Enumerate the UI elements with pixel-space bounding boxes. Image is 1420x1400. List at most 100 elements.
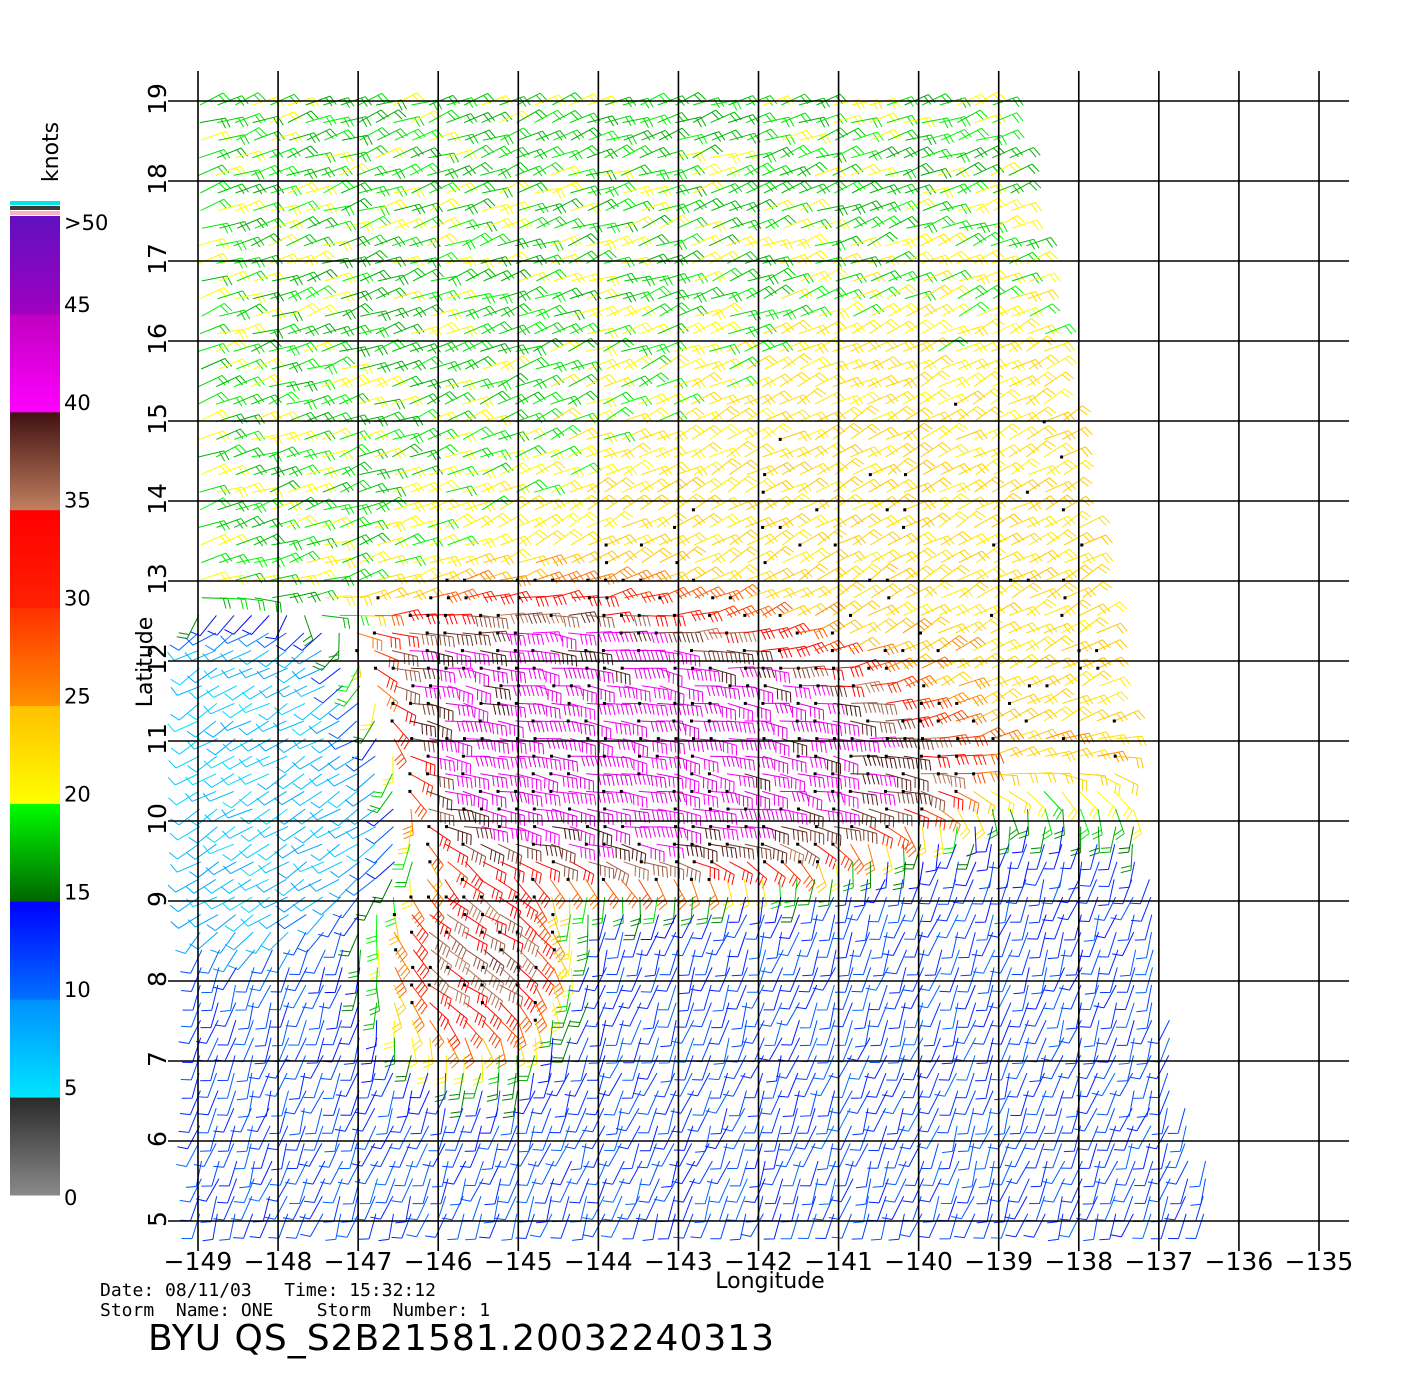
y-tick-label: 10 <box>143 803 172 835</box>
wind-barb <box>832 600 863 616</box>
wind-barb <box>886 284 918 300</box>
wind-barb <box>327 826 359 839</box>
wind-barb <box>236 1055 254 1083</box>
wind-barb <box>233 343 265 355</box>
wind-barb <box>763 322 795 335</box>
wind-barb <box>867 167 899 178</box>
wind-barb <box>800 306 832 318</box>
wind-barb <box>321 427 354 440</box>
wind-barb <box>393 482 425 493</box>
wind-barb <box>360 215 392 229</box>
rain-flag-marker <box>569 684 573 688</box>
wind-barb <box>722 1072 746 1097</box>
wind-barb <box>815 667 845 681</box>
rain-flag-marker <box>883 649 887 653</box>
wind-barb <box>621 1143 640 1170</box>
wind-barb <box>1011 826 1029 854</box>
wind-barb <box>708 394 740 406</box>
wind-barb <box>902 967 924 992</box>
rain-flag-marker <box>355 649 359 653</box>
rain-flag-marker <box>956 737 960 741</box>
wind-barb <box>1116 967 1136 993</box>
rain-flag-marker <box>637 613 641 617</box>
rain-flag-marker <box>445 930 449 934</box>
wind-barb <box>764 529 795 546</box>
wind-barb <box>886 478 917 493</box>
wind-barb <box>763 116 795 128</box>
wind-barb <box>238 1002 254 1030</box>
colorbar-top-stripe <box>10 211 60 215</box>
wind-barb <box>818 914 836 942</box>
wind-barb <box>238 702 270 714</box>
wind-barb <box>726 407 758 423</box>
rain-flag-marker <box>780 860 784 864</box>
wind-barb <box>346 808 376 825</box>
wind-barb <box>445 790 473 807</box>
rain-flag-marker <box>461 754 465 758</box>
wind-barb <box>534 931 555 960</box>
wind-barb <box>1011 914 1029 941</box>
rain-flag-marker <box>726 825 730 829</box>
wind-barb <box>517 568 549 581</box>
wind-barb <box>1089 826 1100 857</box>
wind-barb <box>409 773 434 797</box>
wind-barb <box>919 1072 940 1098</box>
wind-barb <box>180 1196 200 1222</box>
wind-barb <box>326 773 358 787</box>
wind-barb <box>1011 532 1043 546</box>
wind-barb <box>393 323 425 335</box>
wind-barb <box>956 479 988 493</box>
wind-barb <box>447 535 479 547</box>
wind-barb <box>1063 459 1095 476</box>
wind-barb <box>328 720 358 739</box>
wind-barb <box>382 756 394 786</box>
wind-barb <box>922 284 953 300</box>
rain-flag-marker <box>919 631 922 635</box>
wind-barb <box>394 1055 412 1082</box>
wind-barb <box>550 879 566 910</box>
wind-barb <box>446 289 478 301</box>
colorbar-band <box>10 705 60 804</box>
wind-barb <box>201 222 233 234</box>
wind-barb <box>532 1125 553 1151</box>
rain-flag-marker <box>480 737 484 741</box>
wind-barb <box>800 585 832 599</box>
wind-barb <box>942 1125 958 1154</box>
wind-barb <box>340 182 373 194</box>
wind-barb <box>902 162 934 176</box>
wind-barb <box>850 755 881 767</box>
wind-barb <box>677 272 709 284</box>
wind-barb <box>587 327 619 339</box>
wind-barb <box>186 667 218 684</box>
wind-barb <box>515 444 547 458</box>
wind-barb <box>357 1072 376 1099</box>
rain-flag-marker <box>675 860 679 864</box>
wind-barb <box>604 144 635 159</box>
rain-flag-marker <box>444 895 448 899</box>
wind-barb <box>955 713 987 726</box>
wind-barb <box>1008 605 1041 617</box>
wind-barb <box>356 632 383 652</box>
wind-barb <box>694 220 727 232</box>
wind-barb <box>709 755 740 768</box>
wind-barb <box>446 1002 468 1029</box>
wind-barb <box>462 632 491 646</box>
colorbar-tick-label: 10 <box>64 978 91 1002</box>
wind-barb <box>480 790 507 809</box>
rain-flag-marker <box>444 666 448 670</box>
wind-barb <box>427 773 455 791</box>
wind-barb <box>939 1090 959 1116</box>
wind-barb <box>902 618 933 634</box>
wind-barb <box>567 390 599 405</box>
wind-barb <box>620 630 652 642</box>
wind-barb <box>306 128 338 141</box>
wind-barb <box>974 1143 992 1170</box>
wind-barb-layer <box>167 91 1207 1242</box>
wind-barb <box>1044 657 1076 669</box>
wind-barb <box>644 949 661 977</box>
wind-barb <box>654 931 677 957</box>
wind-barb <box>657 808 685 825</box>
wind-barb <box>568 702 596 721</box>
wind-barb <box>781 461 813 476</box>
rain-flag-marker <box>990 613 993 617</box>
